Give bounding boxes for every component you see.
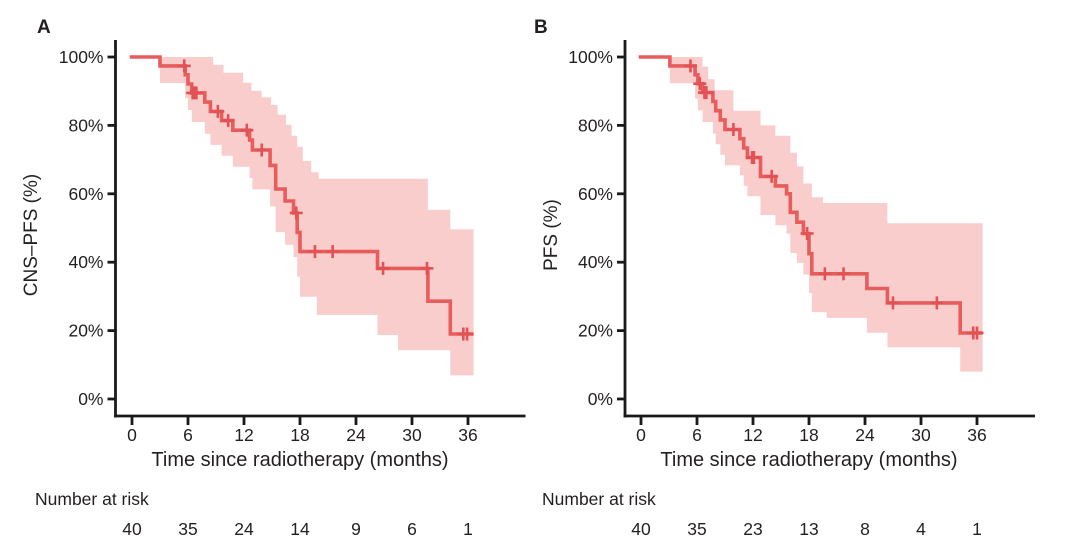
y-tick-label: 80% <box>578 115 613 135</box>
panel-a-x-axis-label: Time since radiotherapy (months) <box>151 449 448 471</box>
risk-count: 1 <box>972 519 982 539</box>
x-tick-label: 18 <box>290 425 309 445</box>
panel-a: 0% 20% 40% 60% 80% 100% 0 6 12 18 24 30 36 40 35 24 14 9 6… <box>21 17 526 539</box>
x-tick-label: 36 <box>458 425 477 445</box>
y-tick-label: 0% <box>588 389 613 409</box>
risk-count: 35 <box>178 519 197 539</box>
risk-count: 40 <box>122 519 142 539</box>
x-tick-label: 18 <box>799 425 818 445</box>
panel-b-y-axis-label: PFS (%) <box>541 199 562 271</box>
censor-marks <box>177 59 474 341</box>
panel-b-x-axis-label: Time since radiotherapy (months) <box>660 449 957 471</box>
x-tick-label: 30 <box>911 425 931 445</box>
risk-count: 4 <box>916 519 926 539</box>
x-tick-label: 36 <box>967 425 986 445</box>
censor-marks <box>683 59 984 340</box>
x-tick-label: 0 <box>636 425 646 445</box>
x-tick-label: 12 <box>234 425 253 445</box>
x-tick-label: 30 <box>402 425 422 445</box>
x-tick-label: 6 <box>183 425 193 445</box>
x-tick-label: 12 <box>743 425 762 445</box>
risk-count: 8 <box>860 519 870 539</box>
y-tick-label: 100% <box>568 47 613 67</box>
y-tick-label: 20% <box>578 321 613 341</box>
confidence-band <box>160 57 474 376</box>
risk-count: 40 <box>631 519 651 539</box>
risk-count: 1 <box>463 519 473 539</box>
y-tick-label: 40% <box>578 252 613 272</box>
axes <box>107 40 526 425</box>
x-tick-label: 0 <box>127 425 137 445</box>
risk-count: 24 <box>234 519 254 539</box>
y-tick-label: 80% <box>68 115 103 135</box>
risk-count: 9 <box>351 519 361 539</box>
y-tick-label: 20% <box>68 321 103 341</box>
y-tick-label: 40% <box>68 252 103 272</box>
risk-count: 14 <box>290 519 310 539</box>
y-tick-label: 60% <box>578 184 613 204</box>
risk-count: 23 <box>743 519 762 539</box>
risk-count: 13 <box>799 519 818 539</box>
survival-curve <box>129 55 474 336</box>
panel-b: 0% 20% 40% 60% 80% 100% 0 6 12 18 24 30 36 40 35 23 13 8 4… <box>534 17 1035 539</box>
x-tick-label: 24 <box>346 425 366 445</box>
y-tick-label: 60% <box>68 184 103 204</box>
panel-b-plot: 0% 20% 40% 60% 80% 100% 0 6 12 18 24 30 36 40 35 23 13 8 4… <box>568 40 1035 539</box>
panel-b-letter: B <box>534 17 548 38</box>
panel-a-plot: 0% 20% 40% 60% 80% 100% 0 6 12 18 24 30 36 40 35 24 14 9 6… <box>59 40 526 539</box>
axes <box>617 40 1035 425</box>
panel-a-y-axis-label: CNS–PFS (%) <box>21 174 42 296</box>
y-tick-label: 100% <box>59 47 104 67</box>
x-tick-label: 6 <box>692 425 702 445</box>
y-tick-label: 0% <box>78 389 103 409</box>
x-tick-label: 24 <box>855 425 875 445</box>
panel-a-letter: A <box>37 17 51 38</box>
confidence-band <box>669 57 983 372</box>
panel-a-number-at-risk-label: Number at risk <box>35 489 149 509</box>
risk-count: 6 <box>407 519 417 539</box>
panel-b-number-at-risk-label: Number at risk <box>542 489 656 509</box>
risk-count: 35 <box>687 519 706 539</box>
